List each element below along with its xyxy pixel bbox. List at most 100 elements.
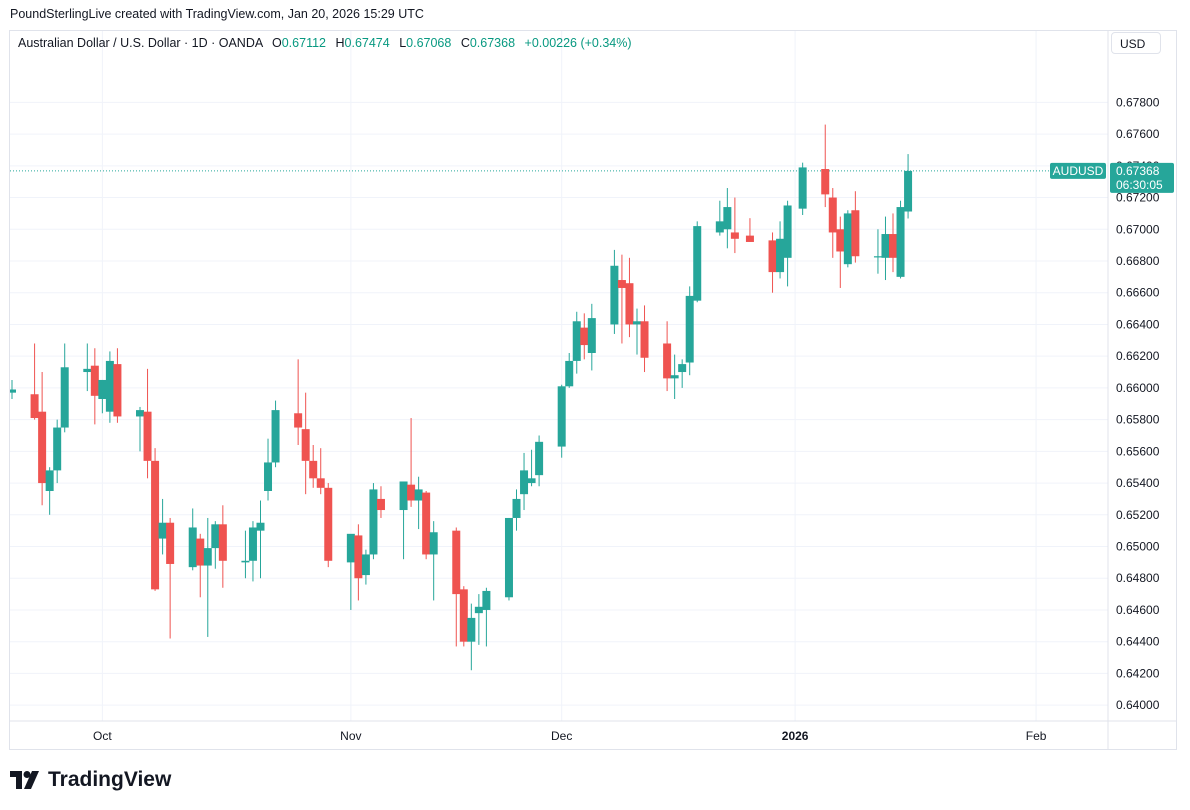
candle[interactable]: [241, 530, 250, 579]
candle[interactable]: [158, 498, 167, 555]
candle[interactable]: [90, 348, 99, 425]
candle[interactable]: [188, 508, 197, 571]
y-tick-label: 0.66800: [1116, 254, 1160, 268]
candle[interactable]: [843, 210, 852, 268]
candle[interactable]: [557, 384, 566, 458]
candle[interactable]: [693, 221, 702, 303]
candle[interactable]: [776, 221, 785, 279]
candle-body: [452, 530, 461, 595]
candle[interactable]: [346, 533, 355, 610]
candle-body: [798, 167, 807, 209]
candle[interactable]: [105, 351, 114, 423]
candle[interactable]: [60, 343, 69, 433]
candle[interactable]: [580, 313, 589, 360]
candle[interactable]: [798, 162, 807, 215]
candle[interactable]: [625, 257, 634, 338]
candle[interactable]: [196, 533, 205, 598]
candle[interactable]: [53, 419, 62, 484]
candle[interactable]: [98, 379, 107, 414]
candle[interactable]: [376, 486, 385, 518]
candle[interactable]: [10, 379, 16, 399]
candle[interactable]: [520, 452, 529, 511]
candle[interactable]: [504, 517, 513, 601]
candle[interactable]: [452, 527, 461, 647]
candle[interactable]: [309, 445, 318, 488]
candle[interactable]: [467, 603, 476, 671]
candle[interactable]: [218, 505, 227, 588]
candle[interactable]: [663, 321, 672, 392]
candle[interactable]: [768, 232, 777, 293]
candle[interactable]: [617, 254, 626, 344]
candle[interactable]: [482, 587, 491, 647]
candle[interactable]: [166, 517, 175, 639]
candle-body: [376, 498, 385, 511]
candle[interactable]: [527, 449, 536, 487]
candle[interactable]: [301, 392, 310, 495]
candle[interactable]: [83, 343, 92, 392]
candle[interactable]: [136, 406, 145, 452]
candle[interactable]: [828, 188, 837, 258]
candle[interactable]: [459, 586, 468, 647]
candle[interactable]: [678, 359, 687, 388]
candle[interactable]: [904, 154, 913, 219]
candle[interactable]: [730, 197, 739, 254]
candle[interactable]: [361, 549, 370, 585]
candle[interactable]: [203, 517, 212, 637]
candle[interactable]: [324, 483, 333, 568]
candle-body: [580, 327, 589, 346]
candle[interactable]: [151, 448, 160, 591]
candle[interactable]: [715, 200, 724, 236]
candle[interactable]: [873, 229, 882, 274]
candle[interactable]: [414, 476, 423, 530]
candle[interactable]: [535, 435, 544, 487]
candle[interactable]: [783, 200, 792, 287]
candle[interactable]: [836, 216, 845, 288]
candle-body: [768, 240, 777, 273]
candle[interactable]: [264, 438, 273, 501]
candle-body: [776, 238, 785, 273]
candle[interactable]: [354, 524, 363, 601]
candle[interactable]: [248, 521, 257, 582]
candle[interactable]: [38, 372, 47, 506]
candle[interactable]: [45, 467, 54, 515]
candle-body: [407, 484, 416, 501]
candle[interactable]: [211, 521, 220, 569]
candle[interactable]: [896, 200, 905, 279]
candle[interactable]: [632, 308, 641, 355]
candle[interactable]: [422, 491, 431, 560]
candle[interactable]: [256, 500, 265, 579]
candle[interactable]: [670, 354, 679, 399]
candle[interactable]: [474, 594, 483, 645]
candle[interactable]: [640, 305, 649, 373]
candle[interactable]: [745, 218, 754, 242]
tradingview-logo[interactable]: TradingView: [10, 768, 171, 792]
candle[interactable]: [369, 483, 378, 560]
candle[interactable]: [610, 249, 619, 334]
candle[interactable]: [685, 286, 694, 376]
y-tick-label: 0.65000: [1116, 540, 1160, 554]
candle[interactable]: [316, 448, 325, 495]
candle[interactable]: [565, 353, 574, 388]
chart-canvas[interactable]: 0.678000.676000.674000.672000.670000.668…: [10, 31, 1176, 749]
candle-body: [354, 535, 363, 579]
candle[interactable]: [851, 191, 860, 263]
candle[interactable]: [30, 343, 39, 420]
candle[interactable]: [889, 213, 898, 273]
candle[interactable]: [429, 521, 438, 601]
candle[interactable]: [294, 359, 303, 445]
symbol-title[interactable]: Australian Dollar / U.S. Dollar · 1D · O…: [18, 36, 263, 50]
currency-button[interactable]: USD: [1111, 32, 1161, 54]
candle-body: [294, 413, 303, 428]
candle[interactable]: [407, 418, 416, 507]
candle[interactable]: [881, 216, 890, 281]
candle[interactable]: [113, 348, 122, 423]
candle[interactable]: [143, 368, 152, 479]
candle[interactable]: [399, 481, 408, 560]
candle[interactable]: [271, 400, 280, 468]
candle[interactable]: [821, 124, 830, 208]
candle[interactable]: [587, 303, 596, 371]
candle[interactable]: [723, 188, 732, 249]
candle[interactable]: [512, 489, 521, 531]
candle[interactable]: [572, 311, 581, 374]
candle-body: [211, 524, 220, 549]
